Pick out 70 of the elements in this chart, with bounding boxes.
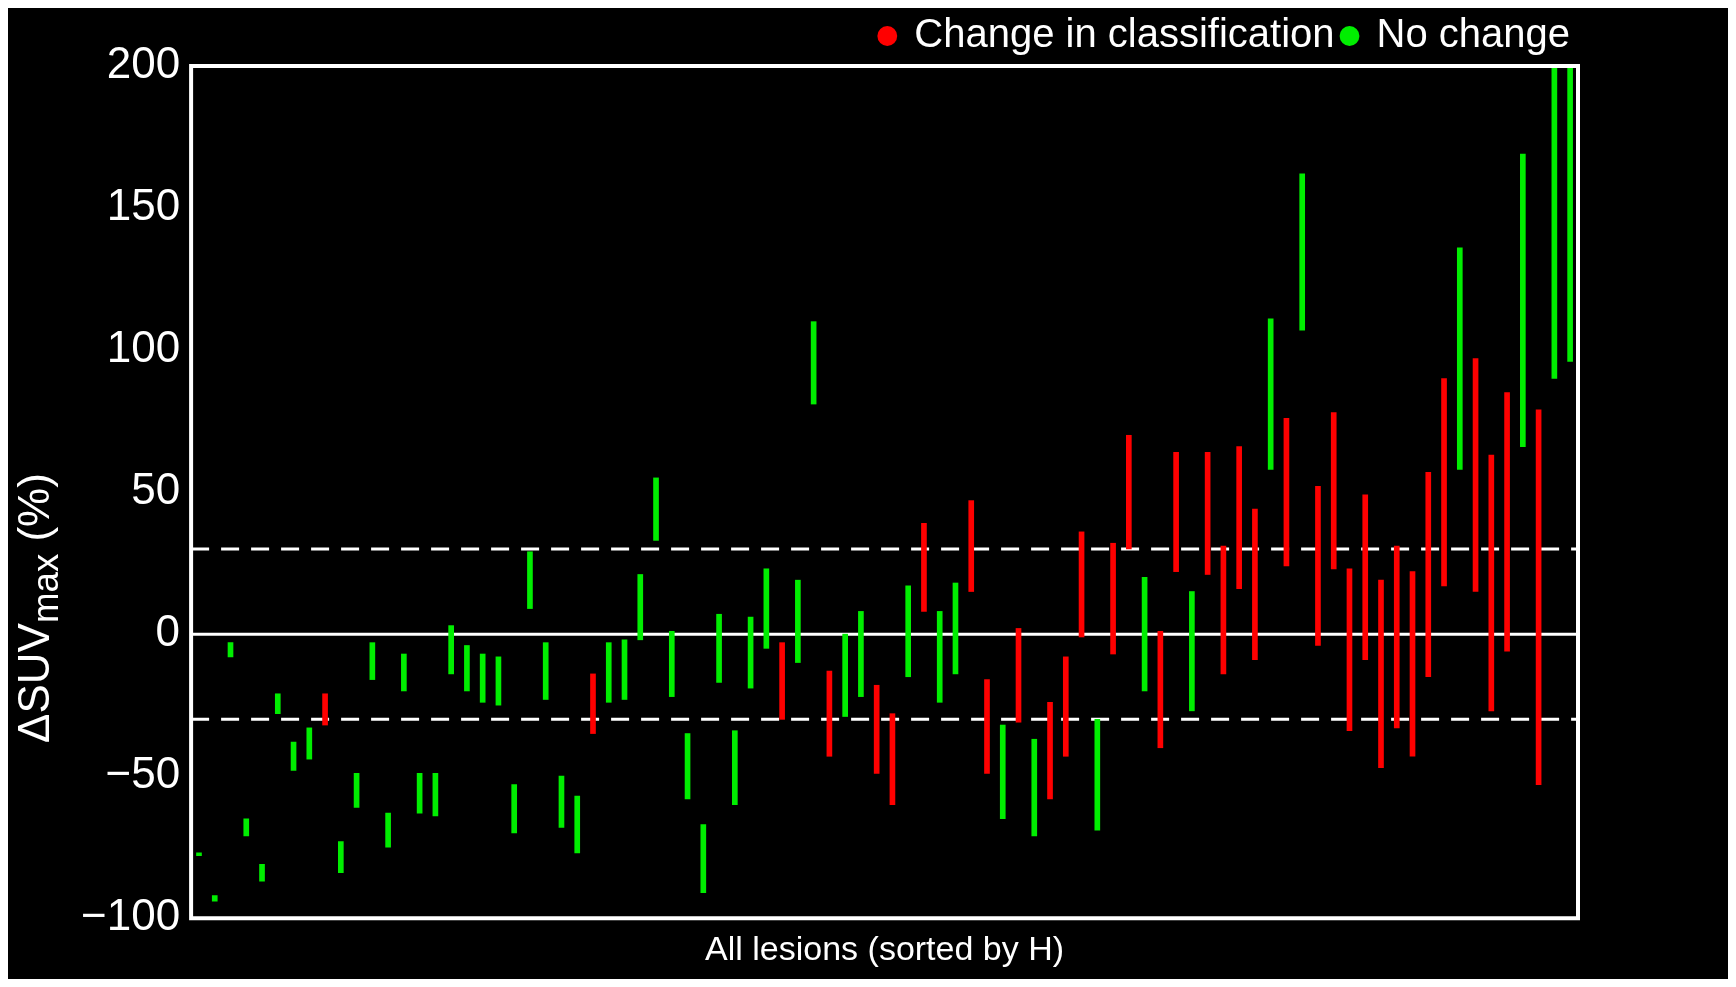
bar: [448, 625, 454, 675]
bar: [700, 824, 707, 893]
bar: [1267, 318, 1274, 470]
bar: [1456, 247, 1463, 470]
x-axis-title: All lesions (sorted by H): [705, 928, 1065, 967]
bar: [873, 684, 880, 774]
bar: [1315, 486, 1321, 646]
legend-label: No change: [1376, 11, 1571, 56]
bar: [1488, 454, 1495, 712]
bar: [1252, 508, 1258, 661]
y-tick-label: 100: [106, 322, 181, 372]
bar: [668, 630, 675, 697]
bar: [1567, 66, 1573, 362]
bar: [1504, 392, 1510, 652]
bar: [338, 841, 344, 874]
bar: [716, 613, 722, 683]
y-tick-label: 200: [106, 38, 181, 88]
bar: [306, 727, 313, 760]
bar: [385, 812, 391, 848]
bar: [1393, 545, 1400, 729]
bar: [1031, 738, 1038, 837]
bar: [984, 679, 990, 774]
bar: [464, 645, 470, 692]
bar: [732, 730, 738, 805]
y-tick-label: 50: [131, 464, 181, 514]
bar: [999, 724, 1006, 820]
bar: [1362, 494, 1369, 661]
bar: [1110, 542, 1116, 655]
bar: [1425, 471, 1432, 678]
bar: [936, 611, 943, 703]
bar: [259, 863, 265, 882]
y-tick-label: −100: [81, 890, 181, 940]
y-tick-label: 150: [106, 180, 181, 230]
bar: [243, 818, 250, 837]
bar: [653, 477, 659, 541]
bar: [1236, 446, 1242, 590]
bar: [1062, 656, 1069, 757]
bar: [511, 784, 518, 834]
bar: [574, 795, 581, 854]
bar: [590, 673, 596, 734]
bar: [1126, 434, 1132, 550]
bar: [1047, 701, 1053, 800]
bar: [1330, 412, 1337, 570]
bar: [1441, 378, 1447, 587]
bar: [527, 551, 533, 609]
bar: [196, 852, 202, 857]
bar: [779, 642, 785, 720]
bar: [921, 523, 927, 612]
bar: [1094, 719, 1101, 831]
bar: [637, 574, 644, 641]
bar: [842, 633, 848, 717]
bar: [479, 653, 486, 703]
legend-label: Change in classification: [914, 11, 1335, 56]
bar: [1299, 173, 1306, 331]
y-tick-label: 0: [155, 606, 181, 656]
bar: [274, 693, 281, 714]
bar: [1189, 591, 1195, 712]
bar: [1378, 579, 1384, 768]
bar: [211, 895, 218, 902]
bar: [968, 500, 975, 592]
bar: [1173, 452, 1179, 572]
bar: [401, 653, 407, 692]
bar: [905, 585, 912, 678]
bar: [858, 611, 864, 697]
bar: [542, 642, 549, 700]
bar: [605, 642, 612, 703]
bar: [322, 693, 328, 726]
bar: [795, 579, 801, 663]
y-tick-label: −50: [105, 748, 181, 798]
bar: [1520, 153, 1526, 447]
